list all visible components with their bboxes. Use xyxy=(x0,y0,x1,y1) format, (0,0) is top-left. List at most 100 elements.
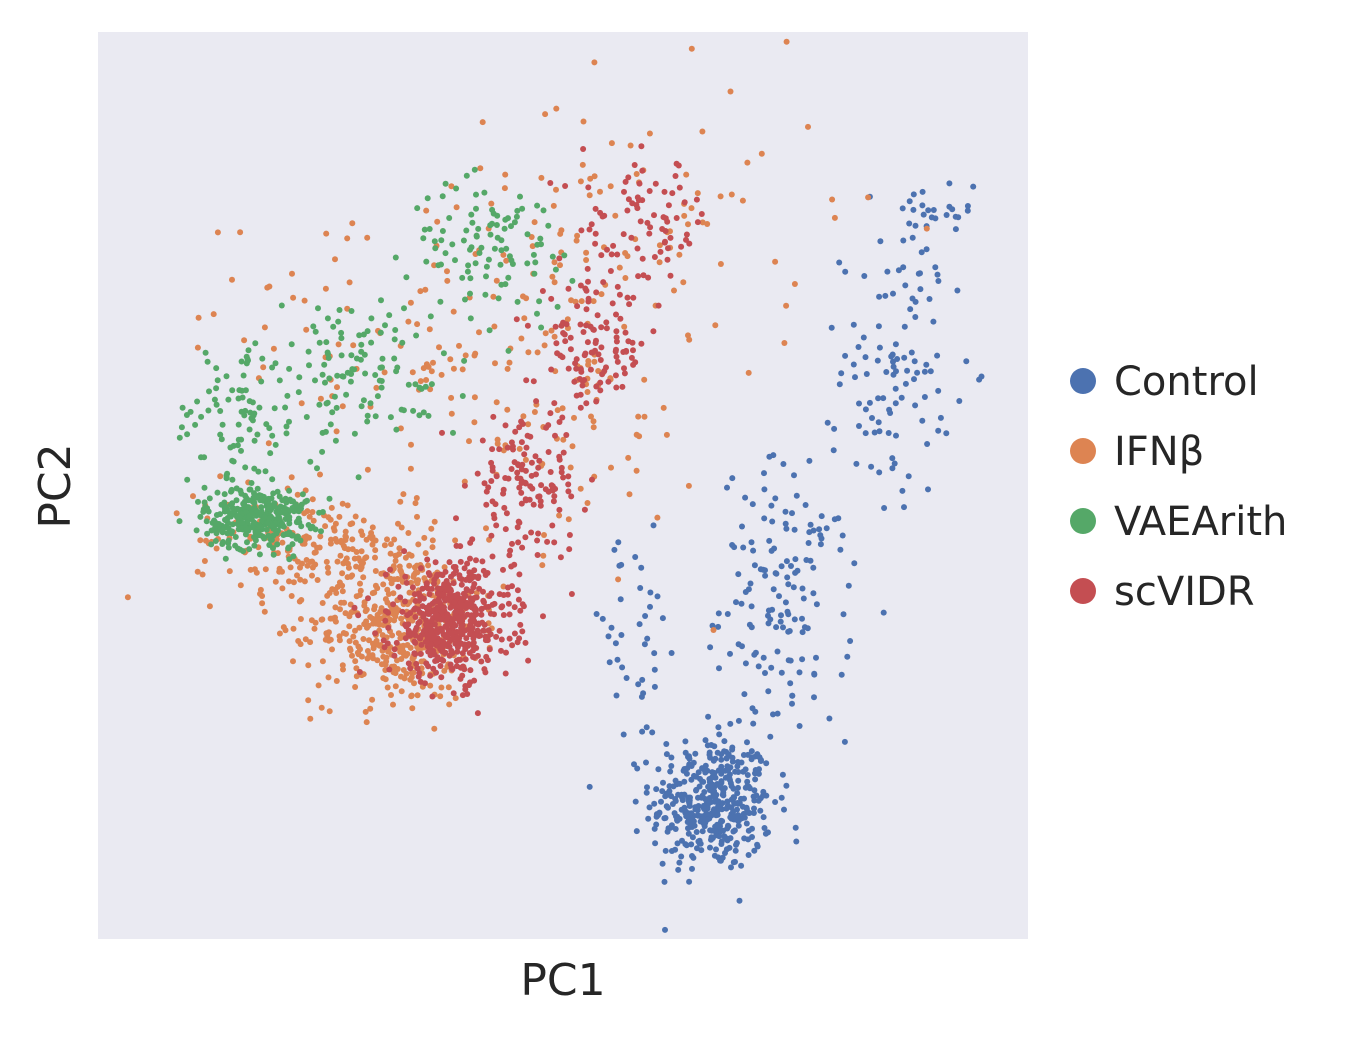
data-point xyxy=(479,437,486,444)
data-point xyxy=(382,617,389,624)
data-point xyxy=(517,607,524,614)
data-point xyxy=(242,531,249,538)
data-point xyxy=(266,503,273,510)
data-point xyxy=(573,237,580,244)
data-point xyxy=(811,694,817,701)
data-point xyxy=(521,451,528,458)
data-point xyxy=(485,256,492,263)
data-point xyxy=(429,693,436,700)
data-point xyxy=(639,676,646,683)
data-point xyxy=(708,742,715,748)
data-point xyxy=(701,806,708,812)
data-point xyxy=(534,552,541,558)
data-point xyxy=(391,652,398,659)
data-point xyxy=(584,389,591,395)
data-point xyxy=(316,339,323,346)
data-point xyxy=(469,219,476,226)
data-point xyxy=(587,366,594,373)
data-point xyxy=(708,834,715,841)
data-point xyxy=(761,470,767,477)
data-point xyxy=(785,581,792,588)
data-point xyxy=(493,277,500,284)
data-point xyxy=(554,303,561,310)
data-point xyxy=(551,259,558,266)
data-point xyxy=(632,798,639,805)
data-point xyxy=(504,406,511,413)
data-point xyxy=(389,632,396,639)
data-point xyxy=(332,437,339,444)
data-point xyxy=(285,545,292,552)
data-point xyxy=(382,676,389,683)
data-point xyxy=(556,506,563,513)
data-point xyxy=(515,539,522,546)
data-point xyxy=(553,186,559,193)
data-point xyxy=(804,625,811,632)
data-point xyxy=(752,708,759,715)
data-point xyxy=(583,287,590,294)
data-point xyxy=(398,524,405,531)
data-point xyxy=(723,755,730,762)
data-point xyxy=(325,350,331,357)
data-point xyxy=(552,266,559,273)
data-point xyxy=(304,497,310,504)
data-point xyxy=(646,130,653,137)
data-point xyxy=(841,738,848,745)
data-point xyxy=(483,501,490,508)
data-point xyxy=(924,441,931,447)
data-point xyxy=(428,381,435,388)
data-point xyxy=(537,502,544,509)
data-point xyxy=(349,536,356,543)
data-point xyxy=(558,464,565,471)
data-point xyxy=(639,728,646,735)
data-point xyxy=(271,405,278,412)
data-point xyxy=(745,827,752,834)
data-point xyxy=(476,329,482,336)
data-point xyxy=(556,419,563,425)
data-point xyxy=(793,492,800,499)
data-point xyxy=(629,339,636,346)
data-point xyxy=(615,576,622,583)
data-point xyxy=(246,513,253,519)
data-point xyxy=(586,226,593,233)
data-point xyxy=(396,545,403,552)
data-point xyxy=(413,332,420,339)
data-point xyxy=(286,487,293,494)
data-point xyxy=(876,428,883,435)
data-point xyxy=(577,321,584,328)
data-point xyxy=(317,533,324,540)
data-point xyxy=(467,315,474,322)
data-point xyxy=(358,348,365,355)
data-point xyxy=(767,733,774,740)
data-point xyxy=(842,352,849,359)
data-point xyxy=(818,535,825,542)
data-point xyxy=(270,490,277,497)
data-point xyxy=(845,582,852,589)
data-point xyxy=(667,768,674,775)
data-point xyxy=(305,662,312,669)
data-point xyxy=(638,143,645,150)
data-point xyxy=(369,536,376,543)
data-point xyxy=(301,578,308,585)
data-point xyxy=(792,569,799,576)
data-point xyxy=(336,579,343,586)
data-point xyxy=(468,211,475,218)
data-point xyxy=(490,413,497,420)
data-point xyxy=(796,669,803,676)
data-point xyxy=(346,638,353,645)
data-point xyxy=(412,639,419,646)
data-point xyxy=(535,464,542,471)
data-point xyxy=(511,459,518,466)
data-point xyxy=(276,493,283,500)
data-point xyxy=(379,355,386,362)
data-point xyxy=(692,750,699,757)
data-point xyxy=(322,428,329,435)
data-point xyxy=(838,671,845,678)
data-point xyxy=(372,582,379,589)
data-point xyxy=(478,611,485,618)
data-point xyxy=(651,650,658,657)
data-point xyxy=(683,171,690,178)
data-point xyxy=(743,820,750,827)
data-point xyxy=(525,421,532,428)
data-point xyxy=(912,314,919,320)
data-point xyxy=(636,180,643,187)
